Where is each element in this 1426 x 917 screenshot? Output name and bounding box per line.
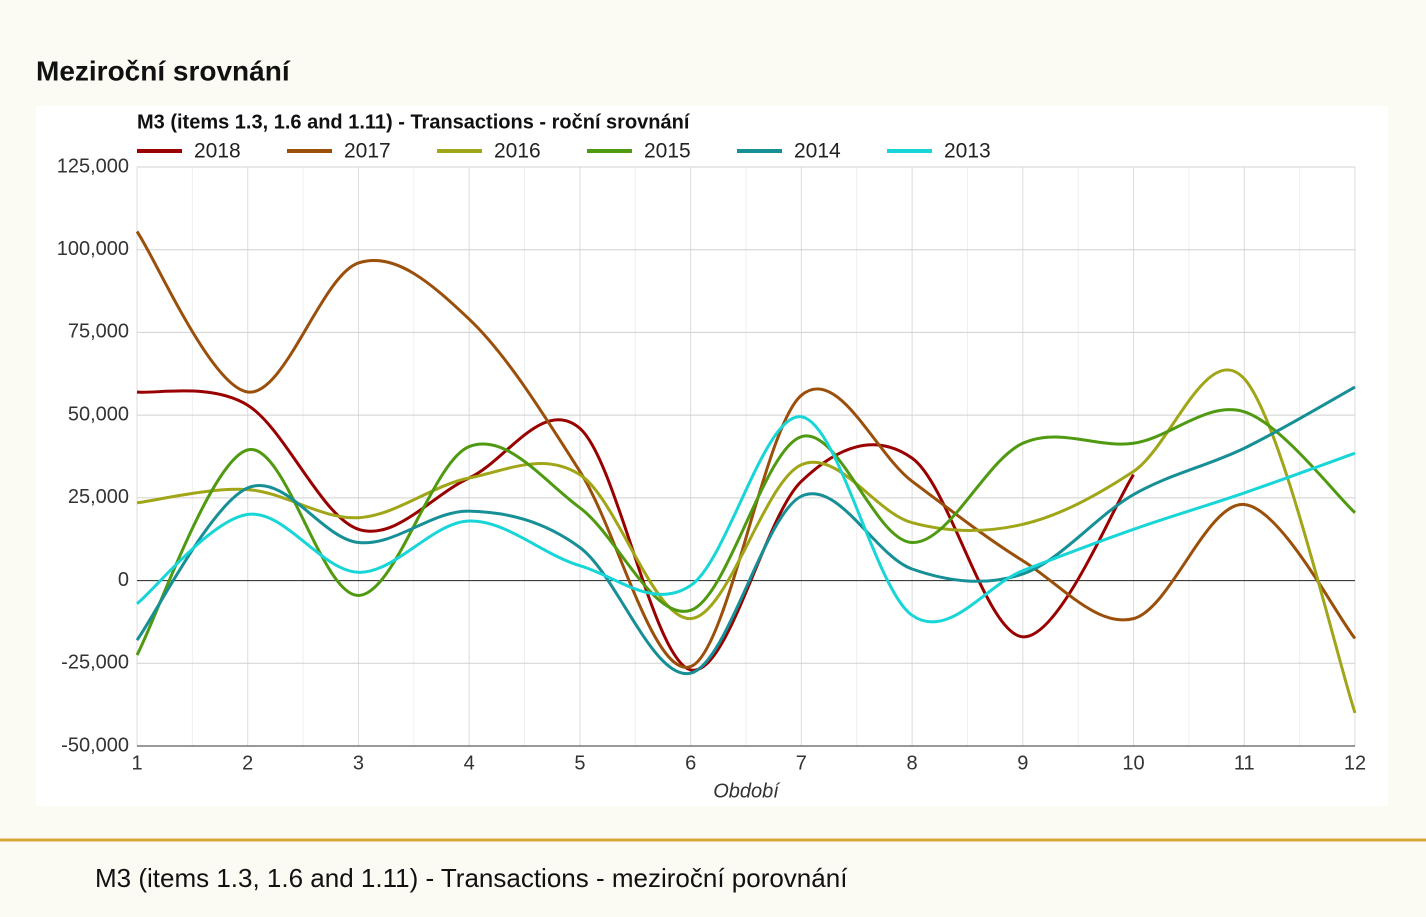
- line-series: [135, 230, 1357, 669]
- y-tick-label: 125,000: [57, 155, 129, 177]
- y-tick-label: 25,000: [68, 486, 129, 508]
- footer-text: M3 (items 1.3, 1.6 and 1.11) - Transacti…: [95, 863, 848, 893]
- plot: 1 2 3 4 5 6 7 8 9 10 11 12-50,000-25,000025,00050,0…: [57, 140, 1366, 775]
- y-tick-label: -50,000: [61, 734, 129, 756]
- line-series: [135, 385, 1356, 675]
- line-series: [135, 408, 1357, 656]
- legend-label: 2018: [194, 140, 241, 163]
- x-tick-label: 1: [131, 752, 142, 774]
- y-tick-label: 0: [118, 569, 129, 591]
- y-tick-label: 75,000: [68, 321, 129, 343]
- x-tick-label: 8: [907, 752, 918, 774]
- legend-label: 2016: [494, 140, 541, 163]
- y-tick-label: 100,000: [57, 238, 129, 260]
- chart-panel: [36, 106, 1388, 806]
- x-tick-label: 9: [1017, 752, 1028, 774]
- legend-label: 2015: [644, 140, 691, 163]
- line-series: [136, 389, 1135, 672]
- x-tick-label: 2: [242, 752, 253, 774]
- legend-label: 2017: [344, 140, 391, 163]
- x-tick-label: 10: [1122, 752, 1144, 774]
- x-axis-label: Období: [713, 780, 781, 802]
- x-tick-label: 5: [574, 752, 585, 774]
- line-series: [136, 368, 1357, 714]
- line-series: [136, 415, 1356, 624]
- legend-label: 2014: [794, 140, 841, 163]
- x-tick-label: 7: [796, 752, 807, 774]
- x-tick-label: 6: [685, 752, 696, 774]
- chart-title: M3 (items 1.3, 1.6 and 1.11) - Transacti…: [137, 111, 691, 133]
- page-heading: Meziroční srovnání: [36, 55, 291, 86]
- legend-label: 2013: [944, 140, 991, 163]
- x-tick-label: 4: [464, 752, 475, 774]
- y-tick-label: -25,000: [61, 652, 129, 674]
- x-tick-label: 11: [1234, 752, 1255, 774]
- x-tick-label: 3: [353, 752, 364, 774]
- y-tick-label: 50,000: [68, 403, 129, 425]
- x-tick-label: 12: [1344, 752, 1366, 774]
